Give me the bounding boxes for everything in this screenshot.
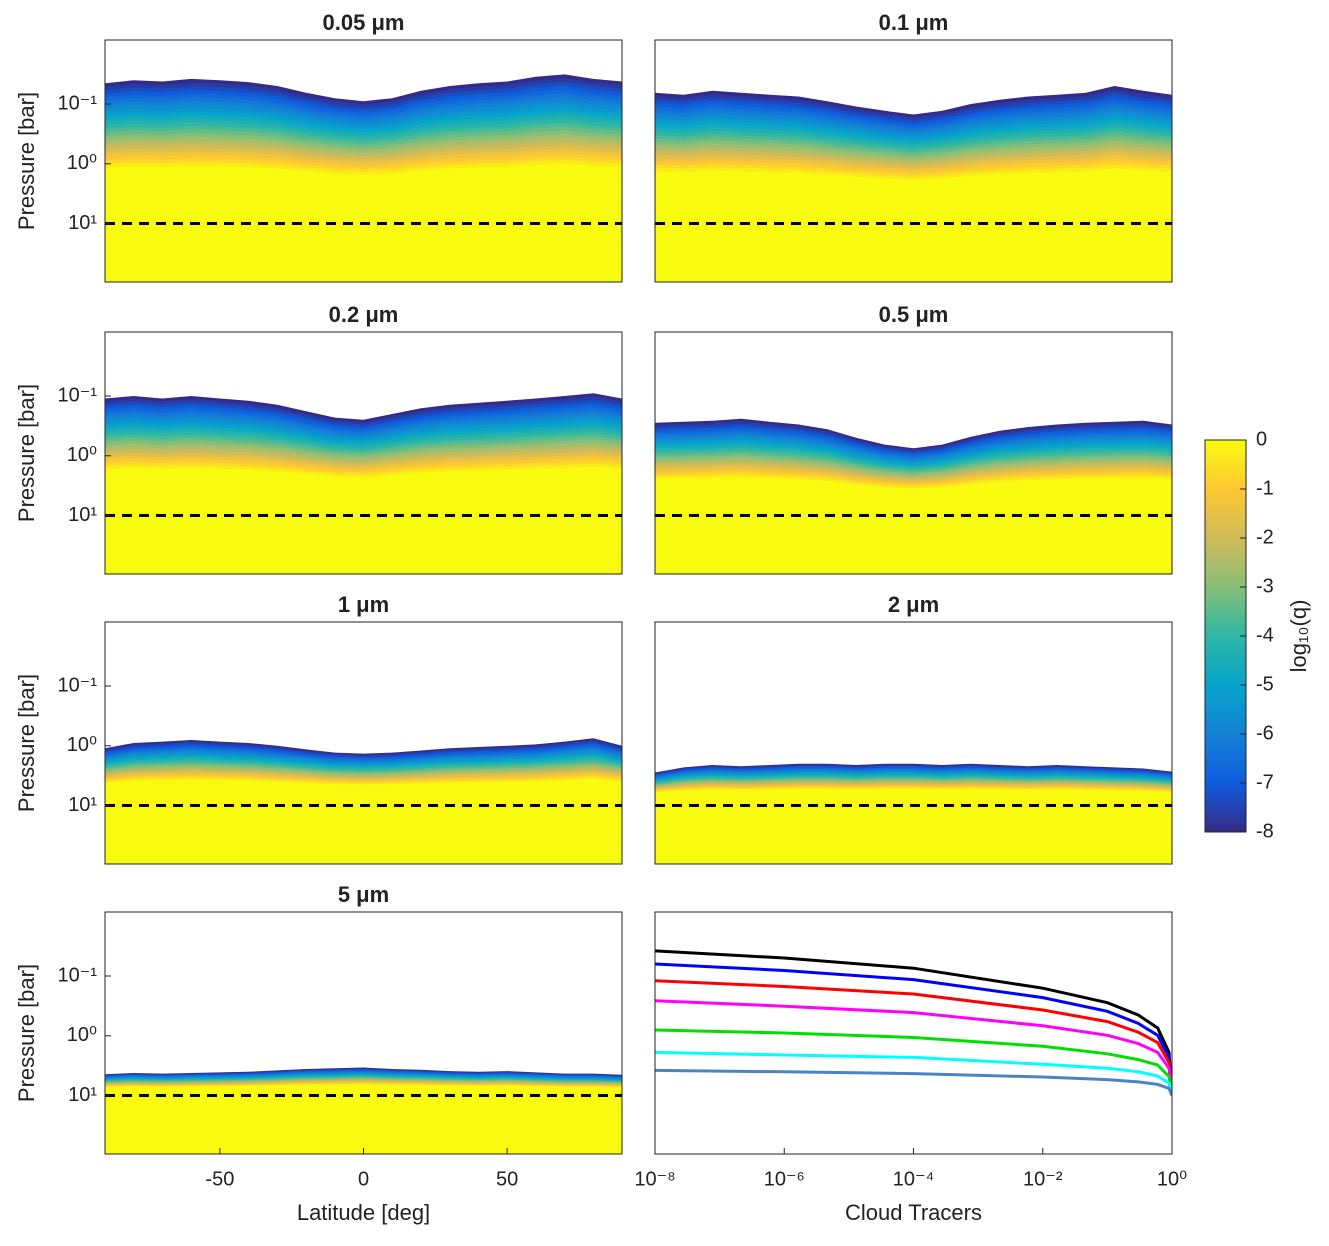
colorbar-tick-label: -3 (1256, 575, 1274, 597)
panel-title: 0.1 μm (879, 10, 949, 35)
plot-frame (104, 39, 623, 283)
x-tick-label: 10⁻² (1023, 1168, 1063, 1190)
y-tick-label: 10¹ (68, 794, 97, 816)
series-line (655, 979, 1172, 1096)
panel-title: 0.05 μm (323, 10, 405, 35)
cloud-layer (655, 788, 1172, 864)
colorbar-tick-label: -1 (1256, 477, 1274, 499)
y-tick-label: 10⁻¹ (58, 384, 98, 406)
panel-title: 2 μm (888, 592, 939, 617)
y-tick-label: 10⁻¹ (58, 964, 98, 986)
colorbar-tick-label: -8 (1256, 820, 1274, 842)
y-axis-label: Pressure [bar] (14, 384, 39, 522)
x-tick-label: 10⁻⁸ (634, 1168, 675, 1190)
panel-title: 0.2 μm (329, 302, 399, 327)
cloud-layer (105, 1084, 622, 1154)
y-tick-label: 10⁰ (67, 444, 97, 466)
y-tick-label: 10⁰ (67, 1024, 97, 1046)
plot-area (655, 949, 1172, 1097)
colorbar (1204, 439, 1247, 833)
x-tick-label: 10⁻⁶ (764, 1168, 805, 1190)
y-axis-label: Pressure [bar] (14, 92, 39, 230)
plot-area (105, 1067, 622, 1154)
y-tick-label: 10¹ (68, 504, 97, 526)
plot-frame (104, 331, 623, 575)
x-axis-label: Cloud Tracers (845, 1200, 982, 1225)
y-tick-label: 10¹ (68, 1084, 97, 1106)
x-axis-label: Latitude [deg] (297, 1200, 430, 1225)
plot-frame (654, 39, 1173, 283)
colorbar-tick-label: -6 (1256, 722, 1274, 744)
x-tick-label: 0 (358, 1168, 369, 1190)
y-tick-label: 10⁻¹ (58, 674, 98, 696)
colorbar-tick-label: -5 (1256, 673, 1274, 695)
plot-area (105, 393, 622, 574)
series-line (655, 1050, 1172, 1096)
colorbar-tick-label: -2 (1256, 526, 1274, 548)
x-tick-label: 10⁻⁴ (893, 1168, 934, 1190)
plot-area (655, 86, 1172, 282)
cloud-layer (105, 778, 622, 864)
y-axis-label: Pressure [bar] (14, 674, 39, 812)
plot-area (105, 74, 622, 282)
y-tick-label: 10¹ (68, 212, 97, 234)
colorbar-label: log₁₀(q) (1286, 600, 1311, 673)
colorbar-tick-label: -4 (1256, 624, 1274, 646)
x-tick-label: 50 (496, 1168, 518, 1190)
x-tick-label: 10⁰ (1157, 1168, 1187, 1190)
y-tick-label: 10⁰ (67, 152, 97, 174)
plot-area (655, 418, 1172, 574)
cloud-layer (655, 168, 1172, 282)
panel-title: 1 μm (338, 592, 389, 617)
colorbar-tick-label: -7 (1256, 771, 1274, 793)
colorbar-tick-label: 0 (1256, 428, 1267, 450)
plot-frame (654, 621, 1173, 865)
cloud-layer (105, 466, 622, 574)
cloud-layer (655, 476, 1172, 574)
plot-area (105, 738, 622, 864)
series-line (655, 1068, 1172, 1097)
x-tick-label: -50 (205, 1168, 234, 1190)
y-tick-label: 10⁰ (67, 734, 97, 756)
series-line (655, 949, 1172, 1096)
plot-area (655, 763, 1172, 864)
series-line (655, 999, 1172, 1096)
y-tick-label: 10⁻¹ (58, 92, 98, 114)
plot-frame (654, 331, 1173, 575)
panel-title: 5 μm (338, 882, 389, 907)
y-axis-label: Pressure [bar] (14, 964, 39, 1102)
series-line (655, 1028, 1172, 1096)
series-line (655, 962, 1172, 1096)
panel-title: 0.5 μm (879, 302, 949, 327)
plot-frame (104, 621, 623, 865)
